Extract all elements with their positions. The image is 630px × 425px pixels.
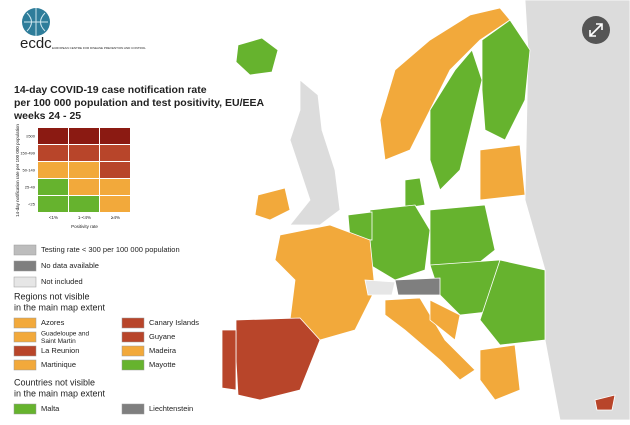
- iceland: [235, 37, 279, 76]
- portugal: [221, 329, 237, 391]
- title-line: per 100 000 population and test positivi…: [14, 97, 265, 109]
- legend-swatch: [13, 260, 37, 272]
- legend-swatch: [121, 403, 145, 415]
- section-heading: in the main map extent: [14, 302, 106, 312]
- matrix-cell: [100, 162, 130, 178]
- legend-label: Guyane: [149, 332, 175, 341]
- matrix-cell: [38, 196, 68, 212]
- legend-label: Testing rate < 300 per 100 000 populatio…: [41, 245, 180, 254]
- matrix-cell: [100, 196, 130, 212]
- austria: [394, 277, 441, 296]
- section-heading: Regions not visible: [14, 291, 90, 301]
- matrix-row-label: 150-499: [20, 151, 35, 156]
- switzerland: [364, 279, 396, 296]
- logo-name: ecdc: [20, 35, 52, 52]
- matrix-column-label: 1-<4%: [78, 215, 91, 220]
- matrix-cell: [100, 128, 130, 144]
- germany: [369, 204, 431, 281]
- logo-subtitle: EUROPEAN CENTRE FOR DISEASE PREVENTION A…: [52, 46, 146, 50]
- matrix-cell: [100, 179, 130, 195]
- matrix-row-label: 25-49: [25, 185, 36, 190]
- matrix-cell: [38, 145, 68, 161]
- legend-label: Mayotte: [149, 360, 176, 369]
- matrix-cell: [69, 145, 99, 161]
- legend-swatch: [13, 359, 37, 371]
- legend-label: Azores: [41, 318, 65, 327]
- matrix-cell: [69, 196, 99, 212]
- matrix-y-label: 14-day notification rate per 100 000 pop…: [15, 124, 20, 217]
- legend-label: Madeira: [149, 346, 177, 355]
- legend-swatch: [121, 345, 145, 357]
- norway: [379, 7, 511, 161]
- matrix-cell: [38, 128, 68, 144]
- croatia: [429, 299, 461, 341]
- matrix-cell: [69, 179, 99, 195]
- legend-label: No data available: [41, 261, 99, 270]
- finland: [481, 19, 531, 141]
- legend-swatch: [13, 244, 37, 256]
- legend-swatch: [13, 276, 37, 288]
- legend-label: Not included: [41, 277, 83, 286]
- matrix-column-label: ≥4%: [111, 215, 120, 220]
- poland: [429, 204, 496, 271]
- section-heading: Countries not visible: [14, 377, 95, 387]
- legend-label: Martinique: [41, 360, 76, 369]
- map: [200, 0, 630, 421]
- legend-label: Guadeloupe and Saint Martin: [41, 330, 89, 345]
- legend-label: La Reunion: [41, 346, 79, 355]
- legend-label: Canary Islands: [149, 318, 199, 327]
- logo-lines: [24, 8, 48, 36]
- italy: [384, 297, 476, 381]
- title-line: weeks 24 - 25: [13, 110, 81, 122]
- matrix-cell: [100, 145, 130, 161]
- ireland: [254, 187, 291, 221]
- baltics: [479, 144, 526, 201]
- legend-swatch: [121, 359, 145, 371]
- expand-icon: [589, 23, 603, 37]
- greece: [479, 344, 521, 401]
- matrix-cell: [38, 162, 68, 178]
- matrix-row-label: 50-149: [23, 168, 36, 173]
- legend-label: Malta: [41, 404, 60, 413]
- legend-swatch: [121, 317, 145, 329]
- sweden: [429, 49, 483, 191]
- legend-swatch: [121, 331, 145, 343]
- uk: [289, 79, 341, 226]
- france: [274, 224, 376, 341]
- matrix-row-label: ≥500: [26, 134, 36, 139]
- legend-swatch: [13, 403, 37, 415]
- legend-swatch: [13, 345, 37, 357]
- cyprus: [594, 394, 616, 411]
- matrix-cell: [38, 179, 68, 195]
- logo: ecdc EUROPEAN CENTRE FOR DISEASE PREVENT…: [20, 8, 146, 52]
- legend-swatch: [13, 317, 37, 329]
- matrix-cell: [69, 128, 99, 144]
- legend-label: Liechtenstein: [149, 404, 193, 413]
- romania-bulgaria: [479, 259, 546, 346]
- benelux: [347, 211, 373, 241]
- matrix-row-label: <25: [28, 202, 36, 207]
- legend-swatch: [13, 331, 37, 343]
- matrix-x-label: Positivity rate: [71, 224, 98, 229]
- matrix-cell: [69, 162, 99, 178]
- denmark: [404, 177, 426, 209]
- title-line: 14-day COVID-19 case notification rate: [14, 84, 207, 96]
- section-heading: in the main map extent: [14, 388, 106, 398]
- matrix-column-label: <1%: [49, 215, 58, 220]
